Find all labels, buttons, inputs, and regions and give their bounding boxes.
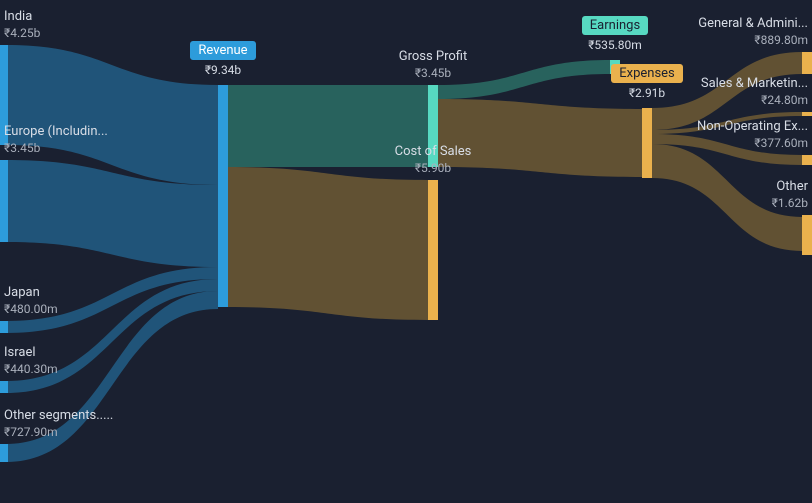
node-other[interactable]	[802, 215, 812, 255]
sankey-chart	[0, 0, 812, 503]
tick-other_seg	[0, 444, 8, 462]
link-expenses-ga	[652, 52, 802, 130]
node-revenue[interactable]	[218, 85, 228, 307]
tick-india	[0, 45, 8, 145]
tick-europe	[0, 160, 8, 242]
link-other_seg-revenue	[6, 291, 218, 462]
node-cost[interactable]	[428, 180, 438, 320]
tick-japan	[0, 321, 8, 333]
tick-israel	[0, 381, 8, 393]
node-sales_mkt[interactable]	[802, 112, 812, 116]
node-gross[interactable]	[428, 85, 438, 167]
link-revenue-gross	[228, 85, 428, 167]
link-gross-expenses	[438, 99, 642, 177]
node-nonop[interactable]	[802, 155, 812, 165]
link-revenue-cost	[228, 167, 428, 320]
node-earnings[interactable]	[610, 60, 620, 74]
node-expenses[interactable]	[642, 108, 652, 178]
link-gross-earnings	[438, 60, 610, 99]
node-ga[interactable]	[802, 52, 812, 74]
